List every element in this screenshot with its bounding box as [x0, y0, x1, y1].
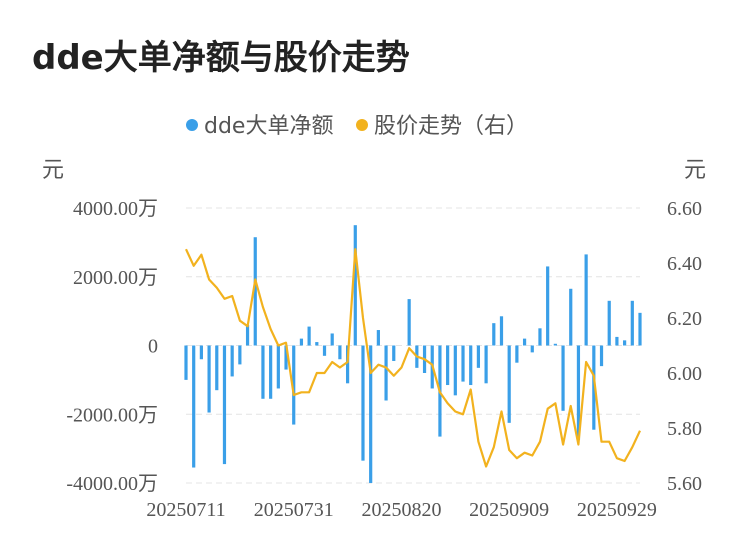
bar [307, 326, 311, 346]
right-tick-label: 6.40 [667, 253, 702, 275]
bar [261, 345, 265, 399]
left-tick-label: -2000.00万 [66, 404, 158, 426]
bar [315, 342, 319, 346]
bar [392, 345, 396, 361]
bar [638, 312, 642, 346]
bar [384, 345, 388, 401]
bar [184, 345, 188, 380]
legend-label-dde: dde大单净额 [204, 114, 333, 139]
bar [561, 345, 565, 411]
right-tick-label: 6.60 [667, 198, 702, 220]
bar [407, 299, 411, 346]
bar [469, 345, 473, 386]
bar [199, 345, 203, 360]
bar [507, 345, 511, 423]
bar [569, 288, 573, 346]
bar [238, 345, 242, 365]
axes: 4000.00万 2000.00万 0 -2000.00万 -4000.00万 6.60 6… [42, 158, 706, 521]
bar [376, 330, 380, 346]
bar [353, 225, 357, 346]
bar [292, 345, 296, 425]
bar [461, 345, 465, 382]
bar [284, 345, 288, 370]
bar [299, 338, 304, 346]
bar [330, 333, 334, 346]
bar [215, 345, 219, 391]
bar [453, 345, 457, 396]
bar [345, 345, 350, 384]
right-tick-label: 5.80 [667, 418, 702, 440]
bar [192, 345, 196, 468]
bar [322, 345, 327, 356]
left-tick-label: 2000.00万 [73, 267, 158, 289]
x-tick-label: 20250820 [361, 499, 441, 521]
bar [630, 300, 634, 346]
bar [515, 345, 519, 363]
bar [338, 345, 342, 360]
bar [576, 345, 581, 441]
right-axis-unit: 元 [684, 158, 706, 183]
left-tick-label: 4000.00万 [73, 198, 158, 220]
chart-title: dde大单净额与股价走势 [32, 38, 410, 78]
left-tick-label: 0 [148, 336, 158, 358]
bar [361, 345, 365, 461]
bar [230, 345, 234, 377]
legend-marker-dde [186, 119, 198, 131]
bar [584, 254, 588, 346]
bar [276, 345, 280, 389]
bar [530, 345, 534, 353]
bar-series [184, 225, 642, 483]
line-series [185, 248, 641, 468]
bar [546, 266, 550, 346]
bar [499, 316, 504, 346]
right-tick-label: 5.60 [667, 473, 702, 495]
right-tick-label: 6.20 [667, 308, 702, 330]
bar [207, 345, 211, 413]
bar [599, 345, 604, 367]
bar [615, 336, 619, 346]
bar [538, 328, 542, 346]
legend-label-price: 股价走势（右） [374, 114, 528, 139]
bar [476, 345, 481, 368]
x-tick-label: 20250909 [469, 499, 549, 521]
bar [607, 300, 611, 346]
bar [369, 345, 373, 483]
right-tick-label: 6.00 [667, 363, 702, 385]
price-line [185, 248, 641, 468]
legend-marker-price [356, 119, 368, 131]
bar [623, 340, 627, 346]
bar [492, 323, 496, 346]
x-tick-label: 20250731 [254, 499, 334, 521]
bar [245, 324, 250, 346]
bar [553, 343, 557, 346]
bar [446, 345, 450, 386]
bar [484, 345, 488, 384]
bar [253, 237, 257, 346]
x-tick-label: 20250929 [577, 499, 657, 521]
bar [222, 345, 227, 465]
bar [592, 345, 596, 430]
left-tick-label: -4000.00万 [66, 473, 158, 495]
bar [522, 338, 527, 346]
x-tick-label: 20250711 [146, 499, 225, 521]
bar [269, 345, 273, 399]
left-axis-unit: 元 [42, 158, 64, 183]
legend[interactable]: dde大单净额 股价走势（右） [186, 114, 528, 139]
